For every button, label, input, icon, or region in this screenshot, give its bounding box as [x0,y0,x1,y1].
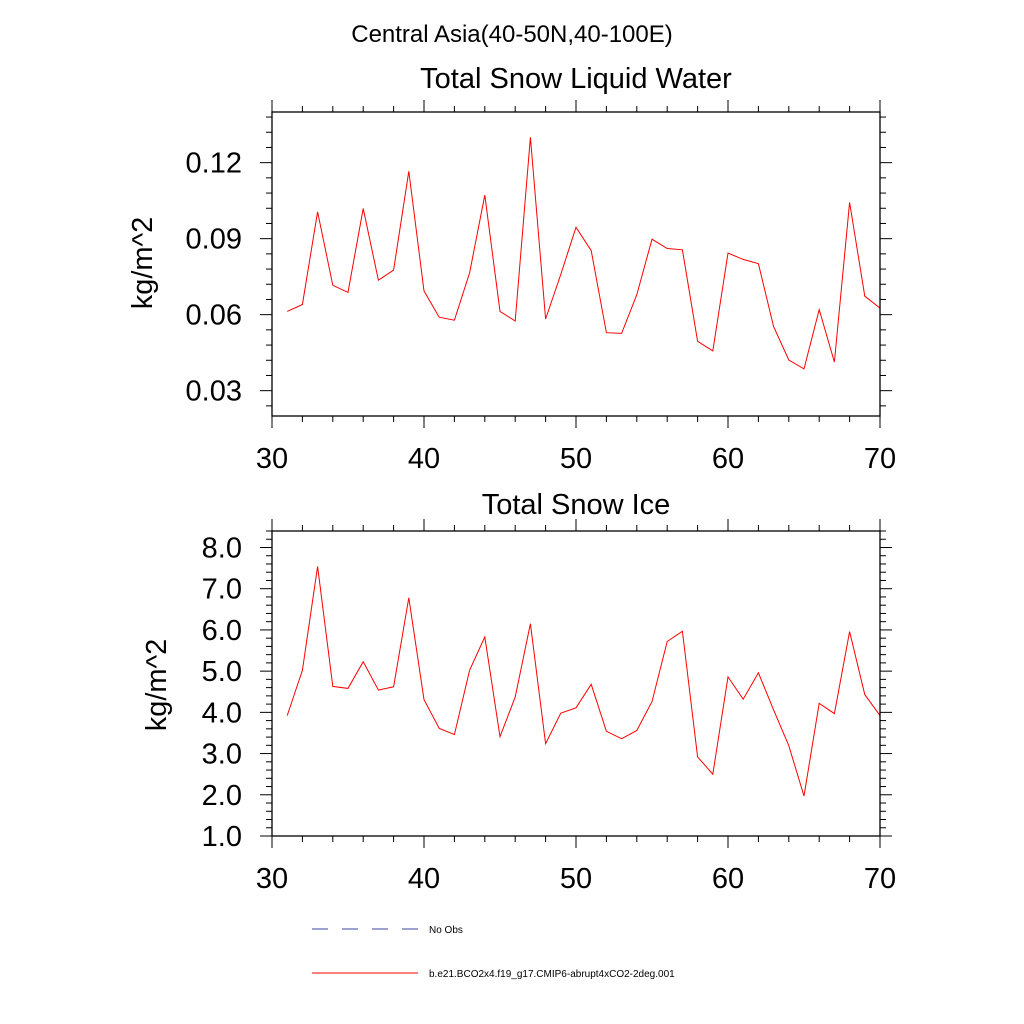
x-tick-label: 50 [560,863,592,895]
y-tick-label: 2.0 [202,780,242,812]
y-tick-label: 0.12 [186,148,242,180]
plot-frame [271,530,881,837]
x-tick-label: 60 [712,863,744,895]
y-tick-label: 0.09 [186,224,242,256]
legend: No Obs b.e21.BCO2x4.f19_g17.CMIP6-abrupt… [312,925,675,980]
legend-label-model: b.e21.BCO2x4.f19_g17.CMIP6-abrupt4xCO2-2… [429,969,675,980]
panel-title: Total Snow Ice [482,489,671,521]
y-tick-label: 0.03 [186,376,242,408]
panel-snow-liquid-water: Total Snow Liquid Water kg/m^2 30 40 50 60 7… [127,63,896,475]
figure-title: Central Asia(40-50N,40-100E) [351,21,673,48]
tick-labels: 30 40 50 60 70 0.03 0.06 0.09 0.12 [186,148,897,475]
axis-ticks [260,519,892,848]
y-tick-label: 6.0 [202,615,242,647]
series-layer [286,566,881,797]
legend-label-no-obs: No Obs [429,925,463,936]
panel-snow-ice: Total Snow Ice kg/m^2 30 40 50 60 70 1.0 2.0 3.… [141,489,896,895]
y-tick-label: 1.0 [202,821,242,853]
series-layer [286,137,881,370]
x-tick-label: 60 [712,443,744,475]
x-tick-label: 70 [864,443,896,475]
tick-labels: 30 40 50 60 70 1.0 2.0 3.0 4.0 5.0 6.0 7.0 8.0 [202,532,896,895]
x-tick-label: 40 [408,443,440,475]
x-tick-label: 30 [256,443,288,475]
y-tick-label: 0.06 [186,300,242,332]
x-tick-label: 30 [256,863,288,895]
x-tick-label: 40 [408,863,440,895]
series-line [286,137,881,370]
x-tick-label: 50 [560,443,592,475]
y-tick-label: 4.0 [202,697,242,729]
axis-ticks [260,100,892,428]
y-axis-label: kg/m^2 [127,217,159,310]
y-tick-label: 5.0 [202,656,242,688]
y-tick-label: 7.0 [202,574,242,606]
y-tick-label: 3.0 [202,739,242,771]
x-tick-label: 70 [864,863,896,895]
panel-title: Total Snow Liquid Water [420,63,732,95]
y-axis-label: kg/m^2 [141,639,173,732]
plot-frame [271,111,881,417]
series-line [286,566,881,797]
y-tick-label: 8.0 [202,532,242,564]
